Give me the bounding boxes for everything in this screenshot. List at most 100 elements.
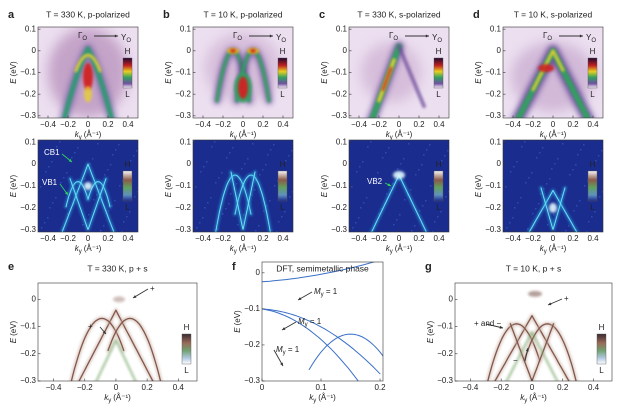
noise [426,149,428,151]
panel-title: DFT, semimetallic phase [276,263,369,273]
noise [77,147,79,149]
annotation-eq: = 1 [286,345,300,354]
noise [255,230,257,232]
y-label-unit: (eV) [233,310,242,325]
y-label-var: E [320,191,329,197]
noise [595,160,597,162]
x-label-var: k [104,393,109,402]
x-tick-label: 0.4 [433,234,445,243]
panel: −0.4 −0.2 0 0.2 0.40.10−0.1−0.2−0.3E(eV)ky (Å… [473,9,604,141]
noise [200,171,202,173]
band [509,323,555,381]
y-axis-label: E (eV) [474,61,483,84]
noise [536,157,538,159]
x-label-unit: (Å⁻¹) [395,244,413,253]
path-label: YO [121,33,131,43]
y-tick-label: −0.2 [20,203,36,212]
path-label: ΓO [78,31,87,41]
y-tick-label: −0.1 [244,304,260,313]
noise [351,186,353,188]
noise [553,214,555,216]
noise [546,183,548,185]
annotation: My = 1 [276,345,300,355]
colorbar-high: H [125,160,131,169]
panel-title: T = 330 K, p-polarized [46,9,130,19]
panel-title: T = 10 K, p-polarized [204,9,283,19]
x-tick-label: 0 [551,234,556,243]
panel: −0.4 −0.2 0 0.2 0.40.10−0.1−0.2−0.3E(eV)ky (Å… [164,137,294,255]
x-tick-label: 0.2 [413,120,425,129]
noise [71,157,73,159]
noise [437,216,439,218]
plot-frame [261,261,384,382]
y-tick-label: −0.2 [485,89,501,98]
noise [278,221,280,223]
band [70,317,125,381]
x-label-unit: (Å⁻¹) [239,244,257,253]
x-tick-label: −0.4 [505,120,521,129]
intensity [393,171,405,180]
noise [103,225,105,227]
noise [119,185,121,187]
noise [579,200,581,202]
annotation-sub: y [305,322,308,328]
x-axis-label: ky (Å⁻¹) [309,393,336,403]
x-label-unit: (Å⁻¹) [549,130,567,139]
noise [211,146,213,148]
y-label-unit: (eV) [9,61,18,76]
spectrum [48,27,128,118]
y-tick-label: 0 [449,294,454,303]
x-label-var: k [309,393,314,402]
noise [195,186,197,188]
band [65,181,89,208]
noise [273,144,275,146]
noise [569,174,571,176]
y-tick-label: −0.1 [175,68,191,77]
noise [577,154,579,156]
noise [527,228,529,230]
colorbar-high: H [184,323,190,332]
noise [274,185,276,187]
annotation: My = 1 [298,317,322,327]
intensity [84,86,92,103]
noise [554,163,556,165]
arrow-head [133,295,137,298]
noise [222,213,224,215]
y-tick-label: −0.3 [20,376,36,385]
x-label-sub: y [234,249,237,255]
x-label-var: k [520,393,525,402]
x-axis-label: ky (Å⁻¹) [540,130,567,140]
y-label-var: E [320,78,329,84]
x-tick-label: 0.2 [257,120,269,129]
y-label-var: E [474,78,483,84]
x-tick-label: 0.4 [587,120,599,129]
arrow-head [579,34,583,38]
noise [48,166,50,168]
x-tick-label: −0.2 [215,234,231,243]
y-tick-label: −0.2 [175,203,191,212]
noise [414,225,416,227]
path-to-sub: O [591,38,596,44]
noise [568,225,570,227]
arrow-head [269,34,273,38]
y-tick-label: 0 [32,294,37,303]
noise [133,155,135,157]
noise [207,202,209,204]
y-tick-label: −0.3 [485,111,501,120]
path-label: YO [586,33,596,43]
noise [82,224,84,226]
y-tick-label: −0.2 [20,89,36,98]
x-tick-label: 0.4 [277,120,289,129]
noise [214,141,216,143]
annotation: − [513,356,518,365]
y-tick-label: −0.2 [331,89,347,98]
noise [247,158,249,160]
noise [432,231,434,232]
x-tick-label: −0.4 [40,234,56,243]
arrow-head [298,297,302,300]
path-label: ΓO [389,31,398,41]
noise [512,217,514,219]
path-to: Y [586,33,592,42]
annotation-eq: = 1 [324,287,338,296]
noise [396,219,398,221]
